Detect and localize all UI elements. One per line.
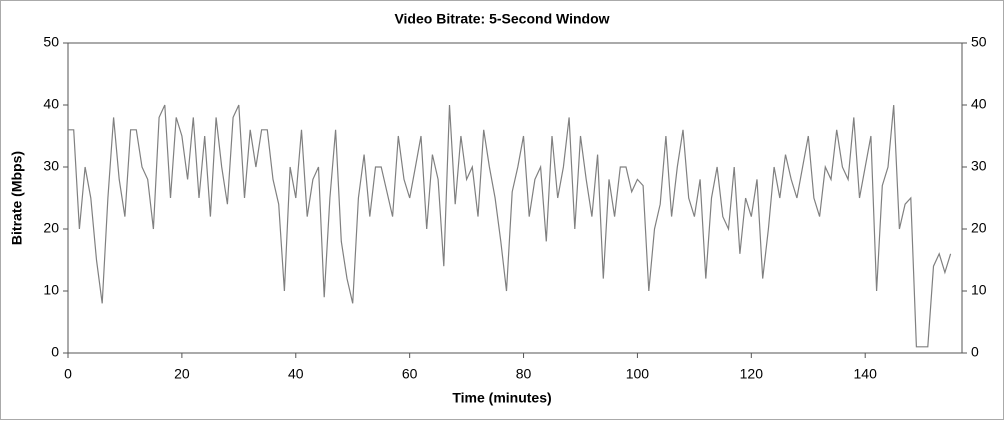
y2-tick-label: 50 [971,34,987,50]
y-tick-label: 20 [43,220,59,236]
x-tick-label: 40 [288,366,304,382]
x-tick-label: 0 [64,366,72,382]
y2-tick-label: 20 [971,220,987,236]
y-tick-label: 40 [43,96,59,112]
y2-tick-label: 0 [971,344,979,360]
x-tick-label: 140 [854,366,878,382]
y-tick-label: 10 [43,282,59,298]
plot-area [67,42,963,354]
bitrate-line [68,104,952,348]
y2-tick-label: 10 [971,282,987,298]
y-axis-label: Bitrate (Mbps) [9,151,25,245]
x-tick-label: 120 [740,366,764,382]
x-tick-label: 60 [402,366,418,382]
y2-tick-label: 30 [971,158,987,174]
chart-title: Video Bitrate: 5-Second Window [394,11,609,27]
y-tick-label: 30 [43,158,59,174]
x-axis-label: Time (minutes) [452,390,551,406]
x-tick-label: 100 [626,366,650,382]
x-tick-label: 20 [174,366,190,382]
y-tick-label: 50 [43,34,59,50]
x-tick-label: 80 [516,366,532,382]
y-tick-label: 0 [51,344,59,360]
y2-tick-label: 40 [971,96,987,112]
